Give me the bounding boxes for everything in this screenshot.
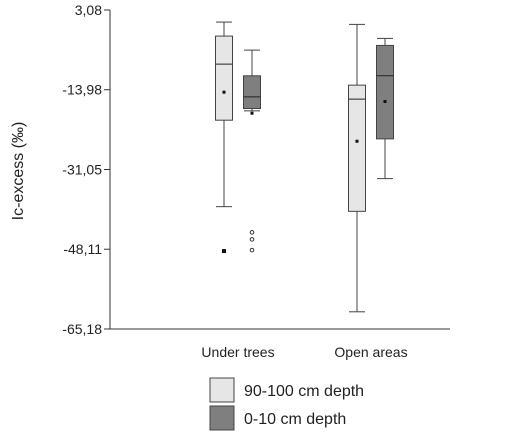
y-tick-label: -65,18 [62,321,102,337]
x-category-label: Under trees [201,344,274,360]
box-iqr [243,75,261,110]
outlier-point [249,247,255,253]
box-iqr [376,44,394,140]
mean-marker [250,111,254,115]
y-tick-label: 3,08 [75,2,102,18]
outlier-point [249,237,255,242]
box-0-10-cm-depth-under-trees [243,49,261,253]
box-90-100-cm-depth-under-trees [215,21,233,254]
box-iqr [348,84,366,212]
legend: 90-100 cm depth 0-10 cm depth [209,377,364,431]
legend-swatch [209,377,235,403]
box-90-100-cm-depth-open-areas [348,23,366,313]
outlier-point [249,230,255,235]
y-tick-label: -31,05 [62,162,102,178]
legend-label: 0-10 cm depth [244,411,346,428]
mean-marker [383,100,387,104]
box-series [215,21,394,313]
extreme-marker [222,249,226,254]
box-0-10-cm-depth-open-areas [376,37,394,180]
box-iqr [215,35,233,121]
x-axis: Under trees Open areas [110,328,450,360]
mean-marker [222,90,226,94]
mean-marker [355,139,359,143]
y-axis: 3,08 -13,98 -31,05 -48,11 -65,18 [62,2,111,337]
y-tick-label: -48,11 [63,241,102,257]
y-axis-title: Ic-excess (‰) [10,122,27,221]
y-tick-label: -13,98 [62,82,102,98]
legend-label: 90-100 cm depth [244,383,364,400]
legend-swatch [209,405,235,431]
x-category-label: Open areas [334,344,407,360]
